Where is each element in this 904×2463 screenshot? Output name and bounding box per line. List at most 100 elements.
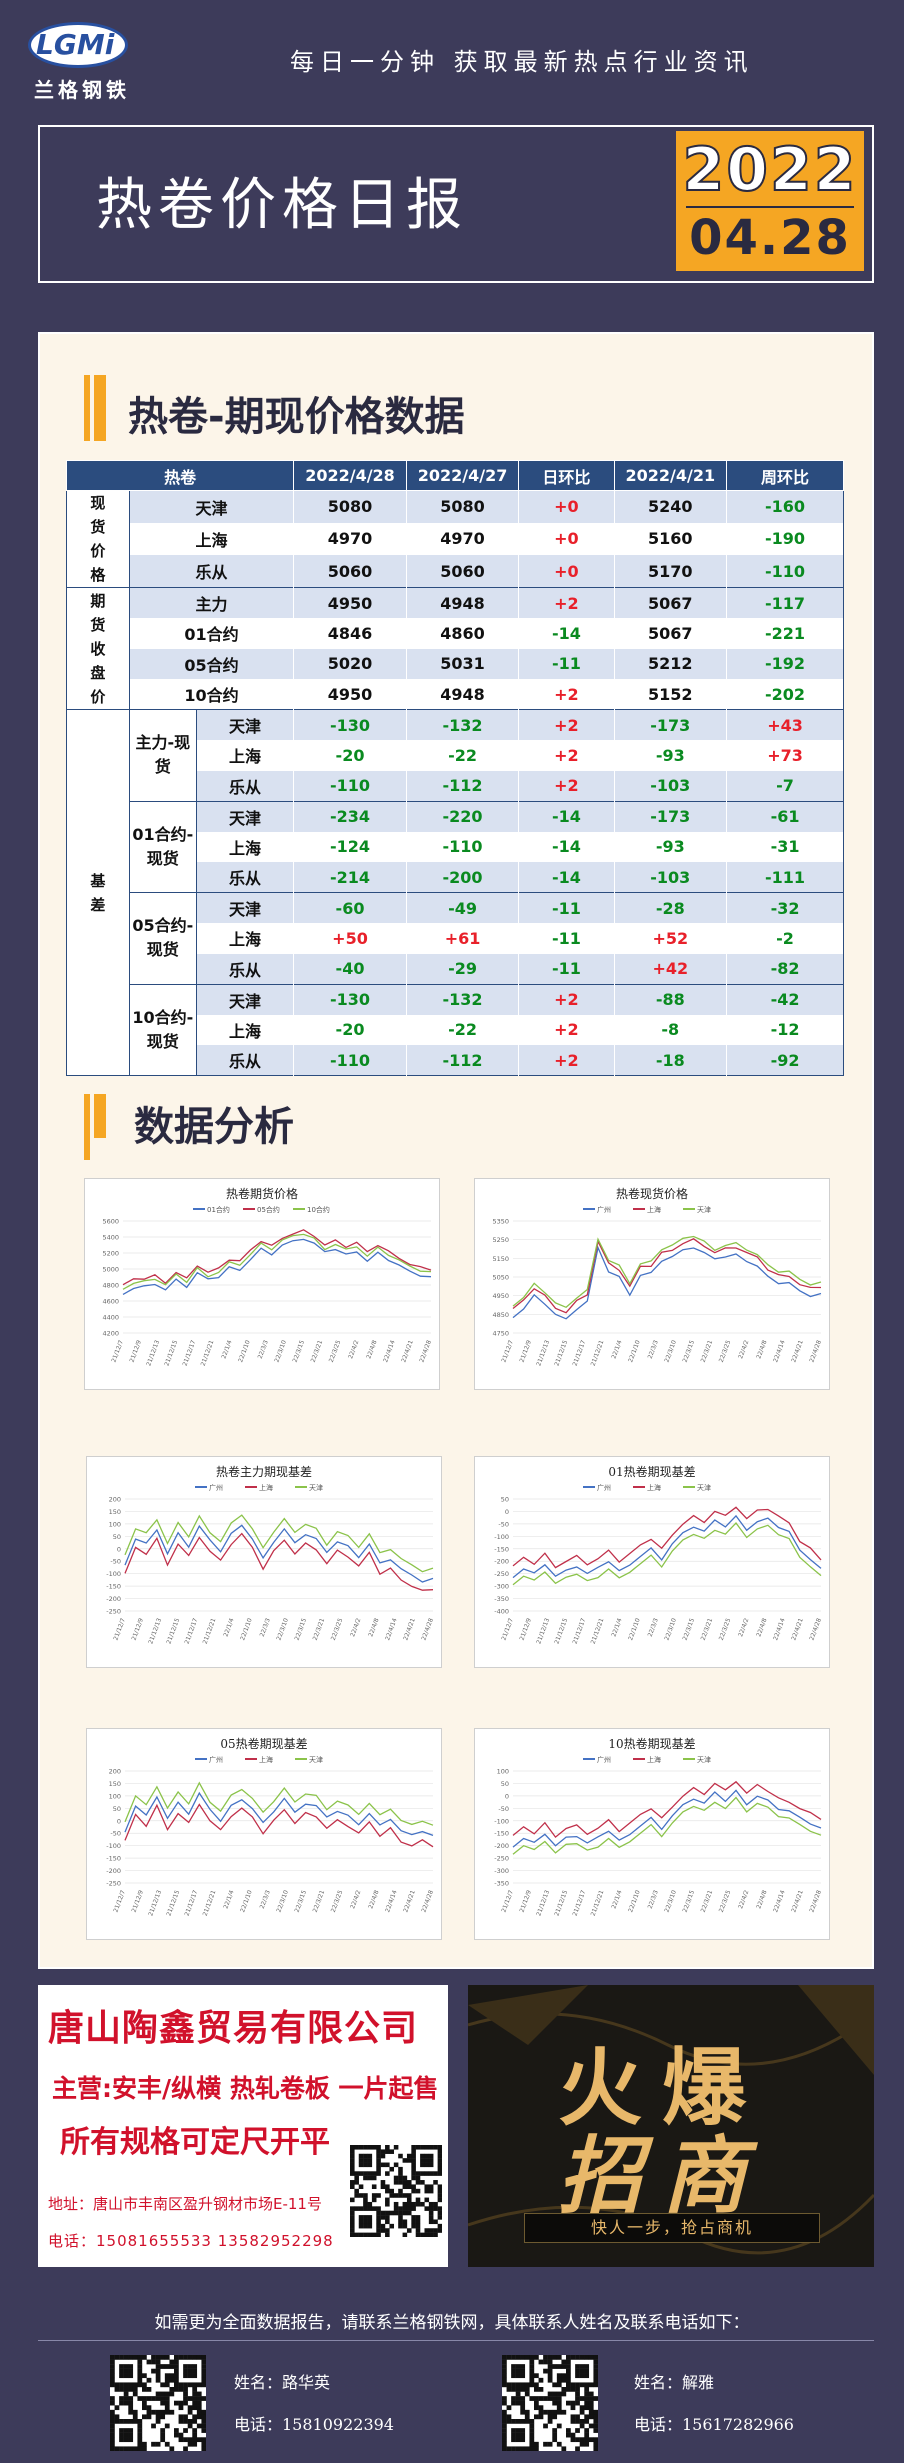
value-cell: -22 (405, 1014, 519, 1045)
value-cell: -132 (405, 983, 519, 1015)
y-tick-label: 4400 (102, 1314, 119, 1322)
value-cell: 5152 (613, 679, 727, 710)
value-cell: -82 (726, 953, 844, 984)
legend-label: 上海 (259, 1483, 273, 1492)
y-tick-label: -350 (494, 1880, 509, 1888)
x-tick-label: 21/12/13 (145, 1339, 161, 1367)
series-line (512, 1245, 822, 1320)
table-row: 乐从 -40 -29 -11 +42 -82 (67, 953, 844, 984)
x-tick-label: 22/4/2 (737, 1889, 750, 1910)
y-tick-label: -50 (498, 1805, 509, 1813)
ad-banner-taoxin[interactable]: 唐山陶鑫贸易有限公司 主营:安丰/纵横 热轧卷板 一片起售 所有规格可定尺开平 … (38, 1985, 448, 2267)
value-cell: -132 (405, 709, 519, 740)
subgroup-label: 01合约-现货 (128, 800, 197, 893)
contact-name: 姓名：解雅 (634, 2373, 715, 2392)
y-tick-label: -100 (106, 1570, 121, 1578)
subgroup-label: 10合约-现货 (128, 983, 197, 1076)
value-cell: -103 (613, 862, 727, 893)
y-tick-label: -200 (494, 1842, 509, 1850)
x-tick-label: 21/12/17 (572, 1889, 588, 1917)
value-cell: -88 (613, 983, 727, 1015)
y-tick-label: -50 (110, 1830, 121, 1838)
value-cell: 5020 (293, 648, 407, 679)
x-tick-label: 21/12/7 (500, 1339, 515, 1363)
series-line (124, 1803, 434, 1848)
qr-code-icon (110, 2355, 206, 2451)
contact-phone[interactable]: 电话：15617282966 (634, 2415, 794, 2434)
value-cell: -200 (405, 862, 519, 893)
x-tick-label: 21/12/15 (165, 1889, 181, 1917)
row-label: 上海 (195, 923, 294, 954)
series-line (512, 1789, 822, 1848)
x-tick-label: 22/1/4 (222, 1617, 235, 1638)
x-tick-label: 22/3/21 (700, 1339, 715, 1363)
header-cell: 2022/4/21 (613, 460, 728, 491)
value-cell: 4948 (405, 679, 519, 710)
series-line (122, 1229, 432, 1286)
value-cell: 4846 (293, 618, 407, 649)
value-cell: 4950 (293, 587, 407, 618)
table-row: 上海 -20 -22 +2 -8 -12 (67, 1014, 844, 1045)
chart-plot: 广州 上海 天津 50 0 -50 -100 -150 -200 -250 -300 -350 -400… (494, 1483, 823, 1645)
value-cell: +52 (613, 923, 727, 954)
x-tick-label: 22/3/25 (718, 1617, 733, 1641)
x-tick-label: 22/3/15 (294, 1889, 309, 1913)
value-cell: -130 (293, 983, 407, 1015)
row-label: 天津 (195, 983, 294, 1015)
y-tick-label: -250 (106, 1880, 121, 1888)
y-tick-label: -100 (106, 1842, 121, 1850)
row-label: 乐从 (128, 555, 294, 588)
x-tick-label: 22/3/21 (310, 1339, 325, 1363)
gold-waves-icon (468, 1985, 874, 2255)
row-label: 上海 (195, 1014, 294, 1045)
y-tick-label: 0 (505, 1792, 509, 1800)
table-row: 上海 -124 -110 -14 -93 -31 (67, 831, 844, 862)
series-line (124, 1791, 434, 1837)
value-cell: -202 (726, 679, 844, 710)
y-tick-label: -300 (494, 1867, 509, 1875)
x-tick-label: 22/1/4 (222, 1889, 235, 1910)
logo-letters: LGMi (36, 28, 115, 61)
value-cell: +0 (518, 489, 615, 523)
contact-phone[interactable]: 电话：15810922394 (234, 2415, 394, 2434)
x-tick-label: 22/4/8 (755, 1889, 768, 1910)
value-cell: -103 (613, 770, 727, 801)
value-cell: -93 (613, 831, 727, 862)
y-tick-label: 5200 (102, 1250, 119, 1258)
y-tick-label: 0 (117, 1545, 121, 1553)
header-cell: 2022/4/28 (293, 460, 407, 491)
y-tick-label: 5150 (492, 1255, 509, 1263)
row-label: 天津 (195, 800, 294, 832)
value-cell: -192 (726, 648, 844, 679)
line-chart: 01热卷期现基差 广州 上海 天津 50 0 -50 -100 -150 -200 -250 -300… (474, 1456, 830, 1668)
report-year: 2022 (682, 134, 858, 206)
ad-banner-recruit[interactable]: 火爆 招商 快人一步，抢占商机 (468, 1985, 874, 2267)
table-row: 10合约-现货 天津 -130 -132 +2 -88 -42 (67, 983, 844, 1076)
x-tick-label: 22/3/25 (718, 1339, 733, 1363)
table-row: 01合约 4846 4860 -14 5067 -221 (67, 618, 844, 649)
slogan: 每日一分钟 获取最新热点行业资讯 (290, 48, 754, 76)
table-row: 乐从 -214 -200 -14 -103 -111 (67, 862, 844, 893)
y-tick-label: 5050 (492, 1274, 509, 1282)
x-tick-label: 21/12/9 (519, 1339, 534, 1363)
legend-label: 天津 (697, 1484, 711, 1492)
y-tick-label: 50 (501, 1496, 509, 1504)
value-cell: -124 (293, 831, 407, 862)
table-row: 期 货 收 盘 价主力 4950 4948 +2 5067 -117 (66, 587, 844, 710)
series-line (512, 1235, 822, 1309)
x-tick-label: 21/12/13 (535, 1339, 551, 1367)
y-tick-label: -250 (106, 1608, 121, 1616)
x-tick-label: 22/3/3 (259, 1889, 272, 1910)
x-tick-label: 22/4/28 (418, 1339, 433, 1363)
x-tick-label: 22/4/8 (755, 1339, 768, 1360)
x-tick-label: 21/12/7 (500, 1617, 515, 1641)
x-tick-label: 22/4/21 (790, 1889, 805, 1913)
y-tick-label: 200 (109, 1496, 121, 1504)
value-cell: -190 (726, 522, 844, 556)
line-chart: 10热卷期现基差 广州 上海 天津 100 50 0 -50 -100 -150 -200 -250 -… (474, 1728, 830, 1940)
value-cell: -93 (613, 740, 727, 771)
table-row: 01合约-现货 天津 -234 -220 -14 -173 -61 (67, 800, 844, 893)
x-tick-label: 22/3/21 (312, 1889, 327, 1913)
legend-label: 上海 (647, 1205, 661, 1214)
ad-phone: 电话：15081655533 13582952298 (48, 2232, 334, 2250)
